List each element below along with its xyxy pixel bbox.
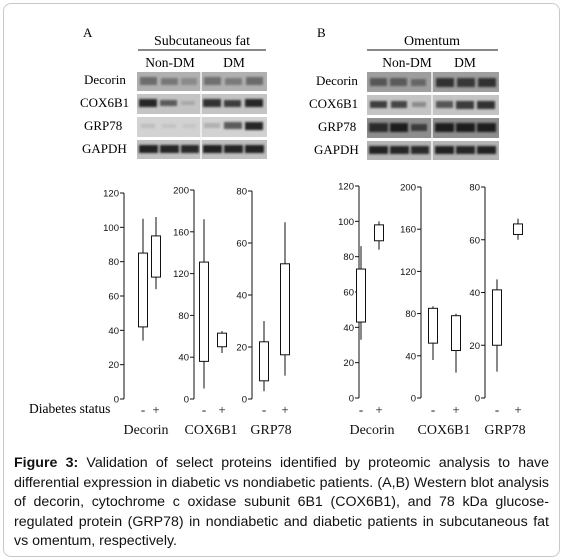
chart-a-cox6b1-box [217, 332, 227, 348]
chart-a-cox6b1-xlabel: COX6B1 [185, 423, 238, 438]
chart-a-decorin-box [151, 235, 161, 278]
panel-b-row-cox6b1: COX6B1 [309, 96, 358, 111]
chart-a-decorin-tick-label: 40 [108, 326, 119, 337]
chart-a-decorin-tick-label: 80 [108, 257, 119, 268]
panel-a-row-decorin: Decorin [84, 72, 126, 87]
chart-a-grp78-xlabel: GRP78 [250, 423, 291, 438]
panel-a-row-gapdh: GAPDH [82, 141, 127, 156]
chart-a-grp78-tick-label: 20 [236, 343, 247, 354]
chart-b-grp78-box [513, 223, 523, 235]
chart-b-decorin-box [356, 268, 366, 323]
panel-b-group-nondm: Non-DM [382, 55, 432, 70]
chart-a-grp78-tick-label: 40 [236, 291, 247, 302]
chart-a-decorin-status-tick: + [152, 402, 159, 417]
chart-a-cox6b1-tick-label: 0 [184, 395, 189, 406]
chart-a-decorin-tick-label: 120 [103, 189, 119, 200]
chart-b-decorin-tick-label: 80 [343, 252, 354, 263]
panel-a-tissue: Subcutaneous fat [154, 34, 250, 49]
chart-b-grp78-tick-label: 60 [469, 235, 480, 246]
chart-b-decorin-tick-label: 60 [343, 288, 354, 299]
chart-a-grp78-box [259, 341, 269, 382]
chart-a-decorin-tick-label: 0 [114, 395, 119, 406]
panel-b-row-grp78: GRP78 [318, 119, 356, 134]
chart-b-cox6b1-status-tick: + [452, 402, 459, 417]
caption-text: Validation of select proteins identified… [14, 455, 549, 550]
chart-b-grp78-tick-label: 80 [469, 183, 480, 194]
chart-b-decorin-tick-label: 100 [338, 217, 354, 228]
chart-b-cox6b1-tick-label: 200 [400, 183, 416, 194]
chart-b-decorin-tick-label: 40 [343, 323, 354, 334]
panel-b-row-gapdh: GAPDH [314, 142, 359, 157]
chart-a-decorin-box [138, 252, 148, 328]
panel-a-letter: A [83, 25, 93, 40]
figure-caption: Figure 3: Validation of select proteins … [14, 454, 549, 552]
chart-a-cox6b1-tick-label: 200 [173, 186, 189, 197]
caption-label: Figure 3: [14, 455, 79, 471]
chart-b-cox6b1-box [428, 307, 438, 344]
panel-b-tissue: Omentum [404, 34, 460, 49]
panel-a-group-dm: DM [223, 55, 245, 70]
chart-b-cox6b1-xlabel: COX6B1 [418, 423, 471, 438]
figure-3: A Subcutaneous fat Non-DM DM B Omentum N… [29, 25, 526, 438]
chart-b-cox6b1-tick-label: 120 [400, 267, 416, 278]
chart-b-grp78-status-tick: - [495, 402, 499, 417]
chart-a-decorin-xlabel: Decorin [123, 423, 168, 438]
panel-b-group-dm: DM [454, 55, 476, 70]
chart-a-grp78-tick-label: 60 [236, 239, 247, 250]
panel-b-row-decorin: Decorin [316, 73, 358, 88]
chart-b-decorin-status-tick: - [359, 402, 363, 417]
panel-b-blot [367, 72, 499, 160]
panel-a-row-cox6b1: COX6B1 [80, 95, 129, 110]
chart-a-grp78-status-tick: + [281, 402, 288, 417]
diabetes-status-label: Diabetes status [29, 401, 110, 416]
chart-b-grp78-status-tick: + [514, 402, 521, 417]
chart-b-decorin-xlabel: Decorin [349, 423, 394, 438]
chart-b-cox6b1-status-tick: - [431, 402, 435, 417]
chart-b-decorin-status-tick: + [375, 402, 382, 417]
chart-b-cox6b1-box [451, 315, 461, 352]
chart-a-decorin-status-tick: - [141, 402, 145, 417]
chart-b-decorin-box [374, 224, 384, 242]
chart-b-cox6b1-tick-label: 0 [411, 394, 416, 405]
chart-a-grp78-tick-label: 80 [236, 187, 247, 198]
panel-a-row-grp78: GRP78 [84, 118, 122, 133]
chart-a-decorin-tick-label: 20 [108, 360, 119, 371]
chart-a-decorin-tick-label: 100 [103, 223, 119, 234]
chart-b-grp78-tick-label: 20 [469, 341, 480, 352]
chart-a-cox6b1-tick-label: 160 [173, 227, 189, 238]
chart-b-decorin-tick-label: 0 [349, 394, 354, 405]
chart-b-decorin-tick-label: 20 [343, 358, 354, 369]
chart-a-grp78-tick-label: 0 [242, 395, 247, 406]
chart-b-grp78-box [492, 289, 502, 346]
chart-a-cox6b1-box [199, 261, 209, 362]
panel-a-group-nondm: Non-DM [145, 55, 195, 70]
chart-a-grp78-status-tick: - [262, 402, 266, 417]
chart-b-cox6b1-tick-label: 160 [400, 225, 416, 236]
panel-b-letter: B [317, 25, 326, 40]
chart-a-cox6b1-tick-label: 40 [178, 353, 189, 364]
chart-b-cox6b1-tick-label: 80 [405, 309, 416, 320]
chart-a-cox6b1-status-tick: + [218, 402, 225, 417]
chart-a-decorin-tick-label: 60 [108, 292, 119, 303]
chart-a-cox6b1-status-tick: - [202, 402, 206, 417]
chart-b-cox6b1-tick-label: 40 [405, 351, 416, 362]
chart-b-grp78-tick-label: 40 [469, 288, 480, 299]
chart-a-cox6b1-tick-label: 80 [178, 311, 189, 322]
panel-a-blot [137, 72, 267, 159]
chart-a-grp78-box [280, 263, 290, 356]
chart-b-grp78-tick-label: 0 [475, 394, 480, 405]
chart-a-cox6b1-tick-label: 120 [173, 269, 189, 280]
chart-b-decorin-tick-label: 120 [338, 182, 354, 193]
chart-b-grp78-xlabel: GRP78 [484, 423, 525, 438]
